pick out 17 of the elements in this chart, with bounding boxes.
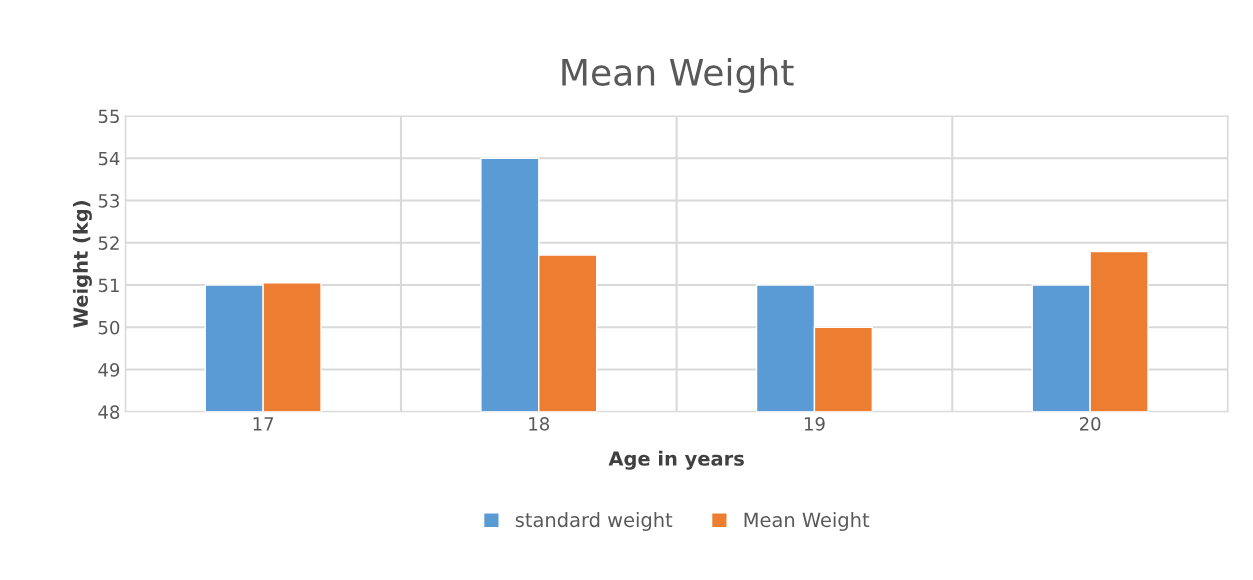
y-tick-label: 54 xyxy=(98,151,120,166)
y-tick-label: 51 xyxy=(98,278,119,293)
y-axis-title: Weight (kg) xyxy=(72,201,92,328)
y-tick-label: 48 xyxy=(98,405,120,419)
x-tick-label: 19 xyxy=(804,416,825,431)
legend-label: standard weight xyxy=(515,512,673,531)
y-tick-label: 49 xyxy=(98,363,120,377)
y-tick-label: 52 xyxy=(98,236,119,250)
x-axis-title: Age in years xyxy=(608,450,744,470)
y-tick-label: 55 xyxy=(98,109,119,124)
x-tick-label: 17 xyxy=(253,417,274,431)
y-tick-label: 53 xyxy=(98,193,119,208)
y-tick-label: 50 xyxy=(98,320,120,335)
chart-title: Mean Weight xyxy=(562,58,794,93)
x-tick-label: 20 xyxy=(1079,416,1101,431)
x-tick-label: 18 xyxy=(529,416,550,431)
legend-label: Mean Weight xyxy=(744,512,870,531)
